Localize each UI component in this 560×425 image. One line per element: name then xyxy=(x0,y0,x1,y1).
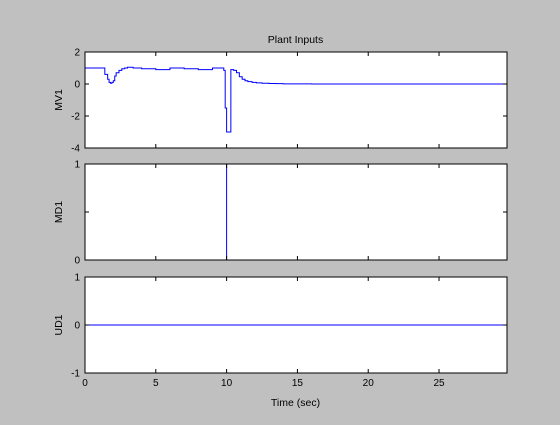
ud1-x-tick-label: 15 xyxy=(292,378,304,389)
ud1-y-axis-label: UD1 xyxy=(53,314,65,335)
ud1-x-tick-label: 5 xyxy=(153,378,159,389)
ud1-x-tick-label: 25 xyxy=(433,378,445,389)
md1-plot-area xyxy=(85,164,507,260)
mv1-y-tick-label: -2 xyxy=(71,112,80,123)
mv1-y-tick-label: 2 xyxy=(74,48,80,59)
ud1-y-tick-label: 1 xyxy=(74,273,80,284)
md1-y-tick-label: 0 xyxy=(74,256,80,267)
mv1-plot-area xyxy=(85,52,507,148)
x-axis-label: Time (sec) xyxy=(271,397,320,409)
md1-axes: 0 1 MD1 xyxy=(53,160,508,267)
mv1-y-tick-label: -4 xyxy=(71,144,80,155)
mv1-y-axis-label: MV1 xyxy=(53,89,65,111)
mv1-axes: -4 -2 0 2 MV1 xyxy=(53,48,508,155)
ud1-x-tick-label: 0 xyxy=(82,378,88,389)
ud1-x-tick-label: 20 xyxy=(363,378,375,389)
md1-y-axis-label: MD1 xyxy=(53,201,65,223)
mv1-y-tick-label: 0 xyxy=(74,80,80,91)
figure-title: Plant Inputs xyxy=(268,34,323,46)
mv1-axes-box xyxy=(84,51,508,149)
ud1-y-tick-label: -1 xyxy=(71,369,80,380)
mv1-series-line xyxy=(85,66,507,133)
ud1-x-tick-label: 10 xyxy=(221,378,233,389)
md1-y-tick-label: 1 xyxy=(74,160,80,171)
ud1-y-tick-label: 0 xyxy=(74,321,80,332)
